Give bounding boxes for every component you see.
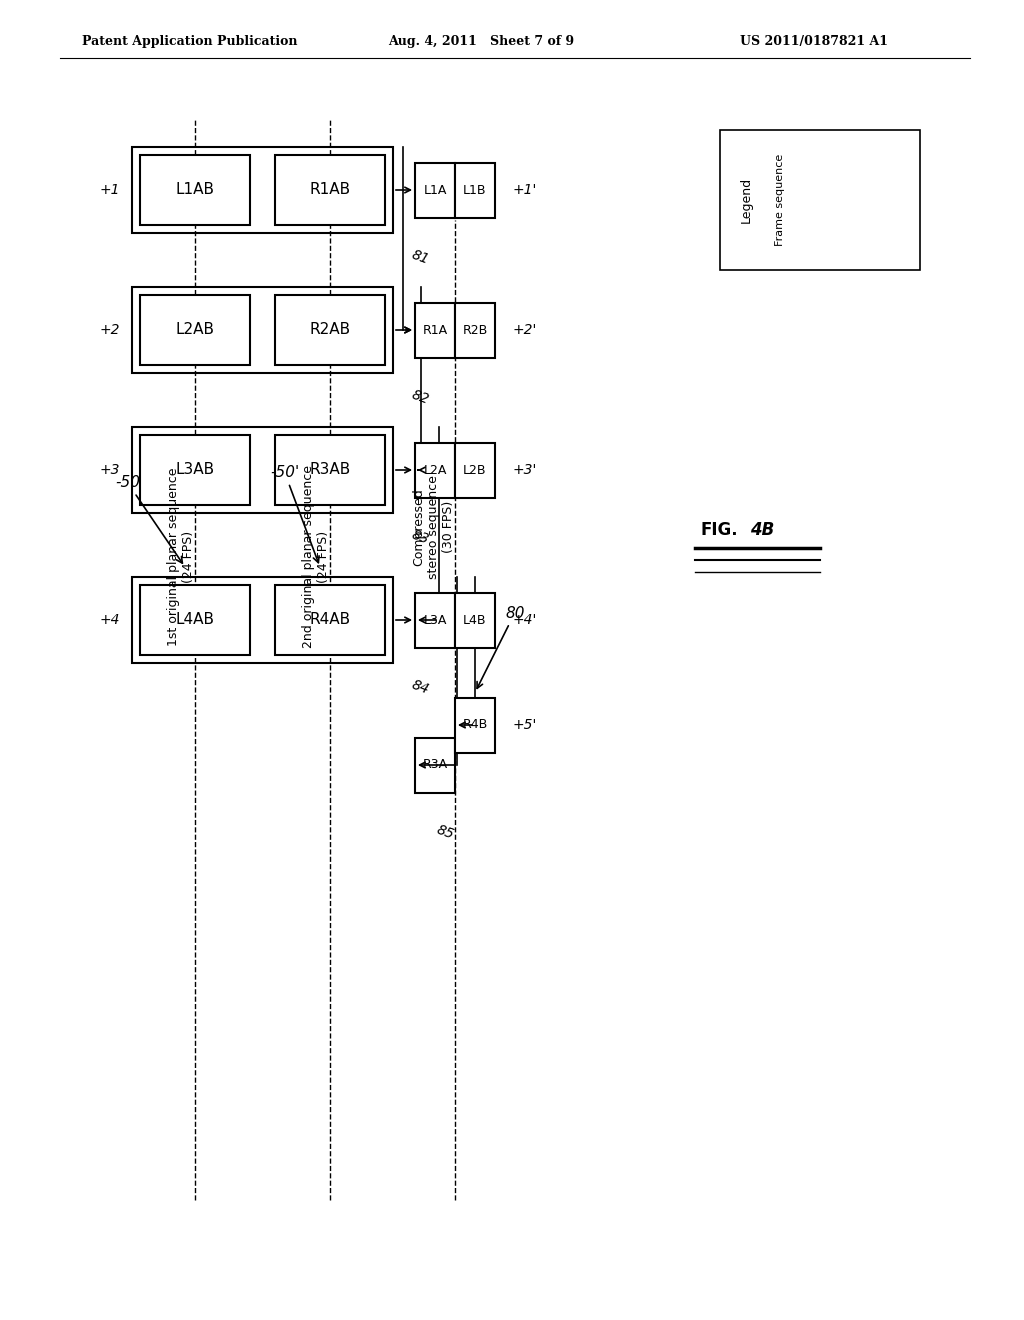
Bar bbox=[415, 738, 455, 792]
Bar bbox=[275, 585, 385, 655]
Text: FIG.: FIG. bbox=[700, 521, 737, 539]
Text: Patent Application Publication: Patent Application Publication bbox=[82, 36, 298, 49]
Text: R2B: R2B bbox=[463, 323, 487, 337]
Text: +4': +4' bbox=[513, 612, 538, 627]
Bar bbox=[275, 154, 385, 224]
Text: 85: 85 bbox=[434, 822, 456, 842]
Text: R1A: R1A bbox=[423, 323, 447, 337]
Bar bbox=[132, 286, 393, 374]
Bar bbox=[720, 129, 920, 271]
Text: L4B: L4B bbox=[463, 614, 486, 627]
Text: R1AB: R1AB bbox=[309, 182, 350, 198]
Text: 80: 80 bbox=[477, 606, 524, 688]
Bar bbox=[275, 436, 385, 506]
Bar bbox=[455, 302, 495, 358]
Text: R3A: R3A bbox=[423, 759, 447, 771]
Text: L3A: L3A bbox=[423, 614, 446, 627]
Bar bbox=[140, 154, 250, 224]
Bar bbox=[132, 147, 393, 234]
Text: +3': +3' bbox=[513, 463, 538, 477]
Text: 81: 81 bbox=[410, 248, 431, 267]
Text: L4AB: L4AB bbox=[175, 612, 214, 627]
Text: Frame sequence: Frame sequence bbox=[775, 154, 785, 246]
Bar bbox=[455, 442, 495, 498]
Bar bbox=[455, 593, 495, 648]
Text: R3AB: R3AB bbox=[309, 462, 350, 478]
Bar bbox=[140, 294, 250, 366]
Text: L1AB: L1AB bbox=[175, 182, 214, 198]
Text: +3: +3 bbox=[99, 463, 120, 477]
Bar bbox=[132, 426, 393, 513]
Text: -50': -50' bbox=[270, 465, 319, 562]
Text: 1st original planar sequence
(24 FPS): 1st original planar sequence (24 FPS) bbox=[167, 467, 195, 647]
Text: L2B: L2B bbox=[463, 463, 486, 477]
Text: R2AB: R2AB bbox=[309, 322, 350, 338]
Bar bbox=[415, 593, 455, 648]
Text: L2A: L2A bbox=[423, 463, 446, 477]
Text: -50: -50 bbox=[115, 475, 182, 564]
Text: 83: 83 bbox=[410, 528, 431, 546]
Bar bbox=[455, 697, 495, 752]
Bar bbox=[140, 436, 250, 506]
Text: L1B: L1B bbox=[463, 183, 486, 197]
Bar bbox=[415, 302, 455, 358]
Text: +2: +2 bbox=[99, 323, 120, 337]
Text: 2nd original planar sequence
(24 FPS): 2nd original planar sequence (24 FPS) bbox=[302, 466, 330, 648]
Bar bbox=[275, 294, 385, 366]
Text: L2AB: L2AB bbox=[175, 322, 214, 338]
Bar bbox=[415, 162, 455, 218]
Bar bbox=[415, 442, 455, 498]
Bar bbox=[455, 162, 495, 218]
Text: +2': +2' bbox=[513, 323, 538, 337]
Text: R4B: R4B bbox=[463, 718, 487, 731]
Text: US 2011/0187821 A1: US 2011/0187821 A1 bbox=[740, 36, 888, 49]
Text: Compressed
stereo sequence
(30 FPS): Compressed stereo sequence (30 FPS) bbox=[412, 475, 455, 579]
Bar bbox=[140, 585, 250, 655]
Text: L3AB: L3AB bbox=[175, 462, 215, 478]
Text: L1A: L1A bbox=[423, 183, 446, 197]
Text: 84: 84 bbox=[410, 677, 431, 697]
Bar bbox=[132, 577, 393, 663]
Text: 82: 82 bbox=[410, 388, 431, 407]
Text: Legend: Legend bbox=[740, 177, 753, 223]
Text: 4B: 4B bbox=[750, 521, 774, 539]
Text: +5': +5' bbox=[513, 718, 538, 733]
Text: Aug. 4, 2011   Sheet 7 of 9: Aug. 4, 2011 Sheet 7 of 9 bbox=[388, 36, 574, 49]
Text: R4AB: R4AB bbox=[309, 612, 350, 627]
Text: +1': +1' bbox=[513, 183, 538, 197]
Text: +4: +4 bbox=[99, 612, 120, 627]
Text: +1: +1 bbox=[99, 183, 120, 197]
